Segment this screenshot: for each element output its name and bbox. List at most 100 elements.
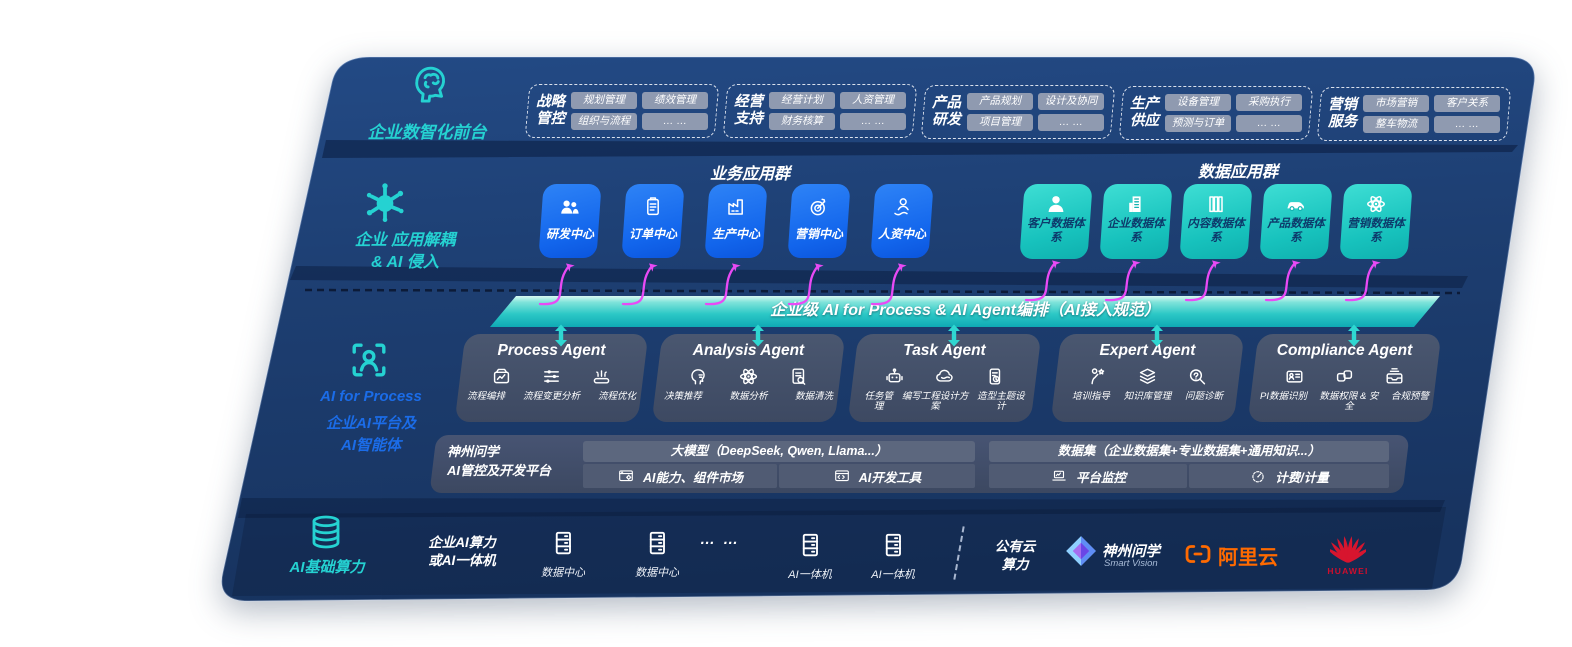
knowledge-layers-icon xyxy=(1136,365,1159,388)
data-box-label: 营销数据体系 xyxy=(1347,218,1405,244)
devtools-label: AI开发工具 xyxy=(858,470,922,485)
books-icon xyxy=(1204,192,1228,216)
business-apps-title: 业务应用群 xyxy=(709,166,790,183)
app-box-production-center: 生产中心 xyxy=(707,184,765,258)
decouple-label-line2: & AI 侵入 xyxy=(371,254,439,271)
agent-title: Analysis Agent xyxy=(692,342,805,359)
alert-inbox-icon xyxy=(1383,365,1406,388)
data-box-label: 企业数据体系 xyxy=(1107,218,1165,244)
app-box-label: 研发中心 xyxy=(545,227,594,241)
front-chip: 整车物流 xyxy=(1363,116,1429,133)
agent-item: 流程编排 xyxy=(467,391,506,402)
devtools-window-icon xyxy=(833,467,851,485)
app-box-hr-center: 人资中心 xyxy=(873,184,931,258)
app-box-rd-center: 研发中心 xyxy=(541,184,599,258)
front-chip: 组织与流程 xyxy=(571,113,637,130)
data-apps-title: 数据应用群 xyxy=(1197,164,1278,181)
front-group-marketing: 营销服务 市场营销 客户关系 整车物流 … … xyxy=(1319,87,1509,141)
server-icon xyxy=(878,530,908,560)
ai-market-cell: AI能力、组件市场 xyxy=(583,464,777,488)
process-agent-box: Process Agent 流程编排 流程变更分析 流程优化 xyxy=(460,334,643,422)
expert-agent-box: Expert Agent 培训指导 知识库管理 问题诊断 xyxy=(1056,334,1239,422)
decision-head-icon xyxy=(687,365,710,388)
design-board-icon xyxy=(983,365,1006,388)
compliance-agent-box: Compliance Agent PI数据识别 数据权限 & 安全 合规预警 xyxy=(1253,334,1436,422)
smart-vision-name: 神州问学 xyxy=(1102,544,1160,560)
huawei-wordmark: HUAWEI xyxy=(1327,566,1369,576)
server-icon xyxy=(548,528,578,558)
scan-person-icon xyxy=(345,336,393,384)
public-cloud-line1: 公有云 xyxy=(994,539,1036,554)
clean-doc-icon xyxy=(787,365,810,388)
atom-icon xyxy=(737,365,760,388)
app-box-order-center: 订单中心 xyxy=(624,184,682,258)
front-chip: 经营计划 xyxy=(769,92,835,109)
task-agent-box: Task Agent 任务管理 编写工程设计方案 造型主题设计 xyxy=(853,334,1036,422)
agent-item: 问题诊断 xyxy=(1184,391,1223,402)
server-icon xyxy=(795,530,825,560)
app-box-marketing-center: 营销中心 xyxy=(790,184,848,258)
agent-item: 流程变更分析 xyxy=(522,391,580,402)
monitor-cell: 平台监控 xyxy=(989,464,1187,488)
alicloud-bracket-icon xyxy=(1184,540,1212,568)
agent-item: 决策推荐 xyxy=(664,391,703,402)
billing-label: 计费/计量 xyxy=(1275,470,1329,485)
agent-title: Compliance Agent xyxy=(1276,342,1413,359)
models-bar: 大模型（DeepSeek, Qwen, Llama...） xyxy=(583,441,975,462)
front-layer-label: 企业数智化前台 xyxy=(367,123,487,142)
building-icon xyxy=(1124,192,1148,216)
atom-icon xyxy=(1364,192,1388,216)
smart-vision-logo-icon xyxy=(1062,532,1100,570)
smart-vision-sub: Smart Vision xyxy=(1104,558,1158,569)
node-label: AI一体机 xyxy=(871,569,915,581)
data-box-customer: 客户数据体系 xyxy=(1022,184,1090,259)
permission-link-icon xyxy=(1333,365,1356,388)
front-chip: … … xyxy=(1038,114,1104,131)
app-box-label: 营销中心 xyxy=(794,227,843,241)
front-chip: 设备管理 xyxy=(1165,94,1231,111)
target-icon xyxy=(807,195,831,219)
rail-ai-for-process: AI for Process xyxy=(320,388,422,405)
analysis-agent-box: Analysis Agent 决策推荐 数据分析 数据清洗 xyxy=(657,334,840,422)
market-window-icon xyxy=(617,467,635,485)
molecule-icon xyxy=(360,176,410,226)
id-card-icon xyxy=(1283,365,1306,388)
public-cloud-label: 公有云 算力 xyxy=(975,538,1055,573)
agent-item: 流程优化 xyxy=(597,391,636,402)
robot-icon xyxy=(883,365,906,388)
car-icon xyxy=(1284,192,1308,216)
node-label: AI一体机 xyxy=(788,569,832,581)
public-cloud-line2: 算力 xyxy=(1001,556,1029,572)
person-icon xyxy=(1044,192,1068,216)
front-group-operation: 经营支持 经营计划 人资管理 财务核算 … … xyxy=(725,84,915,138)
front-group-supply: 生产供应 设备管理 采购执行 预测与订单 … … xyxy=(1121,86,1311,140)
devtools-cell: AI开发工具 xyxy=(779,464,975,488)
node-label: 数据中心 xyxy=(635,567,679,579)
app-box-label: 生产中心 xyxy=(711,227,760,241)
training-icon xyxy=(1086,365,1109,388)
data-box-enterprise: 企业数据体系 xyxy=(1102,184,1170,259)
front-chip: 规划管理 xyxy=(571,92,637,109)
huawei-logo-icon xyxy=(1330,529,1366,565)
data-box-label: 客户数据体系 xyxy=(1027,218,1085,244)
front-group-product: 产品研发 产品规划 设计及协同 项目管理 … … xyxy=(923,85,1113,139)
flow-icon xyxy=(490,365,513,388)
ellipsis-dots: … … xyxy=(700,531,741,548)
front-chip: 预测与订单 xyxy=(1165,115,1231,132)
billing-cell: 计费/计量 xyxy=(1189,464,1389,488)
clipboard-icon xyxy=(641,195,665,219)
front-chip: 客户关系 xyxy=(1434,95,1500,112)
front-group-title: 战略管控 xyxy=(536,93,565,127)
data-box-label: 内容数据体系 xyxy=(1187,218,1245,244)
front-group-title: 经营支持 xyxy=(734,93,763,127)
factory-icon xyxy=(724,195,748,219)
sliders-icon xyxy=(540,365,563,388)
ai-orchestration-bar: 企业级 AI for Process & AI Agent编排（AI接入规范） xyxy=(490,296,1440,327)
data-box-label: 产品数据体系 xyxy=(1267,218,1325,244)
front-chip: … … xyxy=(1434,116,1500,133)
diagnose-icon xyxy=(1186,365,1209,388)
agent-item: 编写工程设计方案 xyxy=(901,391,969,413)
platform-box: 神州问学 AI管控及开发平台 大模型（DeepSeek, Qwen, Llama… xyxy=(433,435,1406,493)
database-icon xyxy=(306,512,346,552)
